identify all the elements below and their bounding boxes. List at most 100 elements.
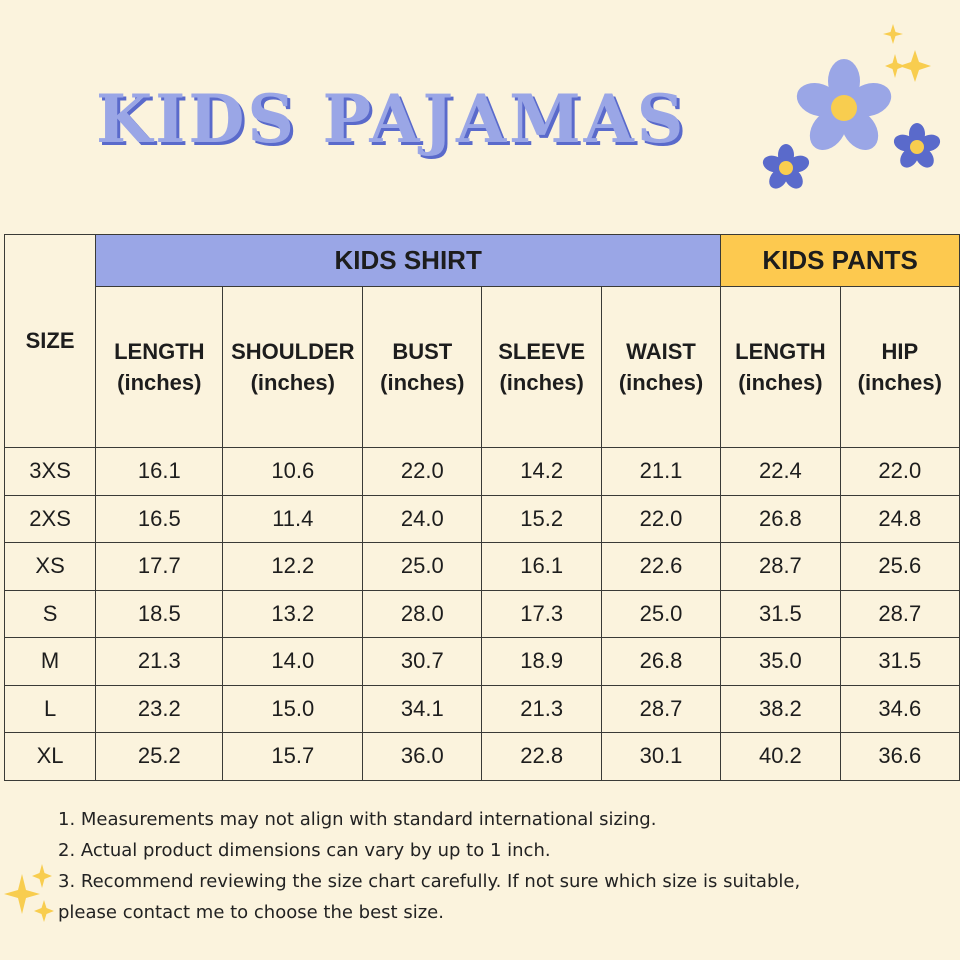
value-cell: 16.5 [95, 494, 224, 543]
column-unit: (inches) [857, 370, 942, 395]
value-cell: 16.1 [481, 542, 602, 591]
column-name: BUST [392, 339, 453, 364]
value-cell: 25.0 [600, 589, 722, 638]
column-header: SHOULDER (inches) [222, 286, 364, 448]
value-cell: 24.0 [362, 494, 483, 543]
value-cell: 30.7 [362, 637, 483, 686]
value-cell: 22.4 [720, 447, 841, 496]
value-cell: 30.1 [600, 732, 722, 781]
column-name: LENGTH [114, 339, 205, 364]
table-row: 2XS 16.5 11.4 24.0 15.2 22.0 26.8 24.8 [3, 494, 960, 543]
value-cell: 22.6 [600, 542, 722, 591]
flower-icon [796, 59, 892, 150]
size-chart-table: SIZE KIDS SHIRT KIDS PANTS LENGTH (inches… [3, 234, 960, 781]
value-cell: 15.2 [481, 494, 602, 543]
value-cell: 10.6 [222, 447, 364, 496]
column-unit: (inches) [117, 370, 202, 395]
flower-icon [893, 123, 941, 168]
size-cell: 2XS [3, 494, 97, 543]
column-header: LENGTH (inches) [720, 286, 841, 448]
note-3: 3. Recommend reviewing the size chart ca… [58, 871, 801, 892]
flower-decoration [762, 24, 941, 189]
table-row: 3XS 16.1 10.6 22.0 14.2 21.1 22.4 22.0 [3, 447, 960, 496]
column-header: HIP (inches) [839, 286, 960, 448]
column-name: WAIST [626, 339, 696, 364]
value-cell: 26.8 [720, 494, 841, 543]
value-cell: 15.7 [222, 732, 364, 781]
value-cell: 18.9 [481, 637, 602, 686]
flower-icon [762, 144, 810, 189]
size-cell: XS [3, 542, 97, 591]
column-unit: (inches) [618, 370, 704, 395]
value-cell: 18.5 [95, 589, 224, 638]
value-cell: 22.8 [481, 732, 602, 781]
value-cell: 17.7 [95, 542, 224, 591]
table-row: XS 17.7 12.2 25.0 16.1 22.6 28.7 25.6 [3, 542, 960, 591]
table-row: S 18.5 13.2 28.0 17.3 25.0 31.5 28.7 [3, 589, 960, 638]
table-row: M 21.3 14.0 30.7 18.9 26.8 35.0 31.5 [3, 637, 960, 686]
column-header: LENGTH (inches) [95, 286, 224, 448]
value-cell: 36.0 [362, 732, 483, 781]
value-cell: 34.1 [362, 684, 483, 733]
notes: 1. Measurements may not align with stand… [58, 804, 800, 928]
value-cell: 25.6 [839, 542, 960, 591]
size-cell: XL [3, 732, 97, 781]
sparkle-icon [4, 864, 54, 922]
table-row: L 23.2 15.0 34.1 21.3 28.7 38.2 34.6 [3, 684, 960, 733]
value-cell: 21.1 [600, 447, 722, 496]
column-unit: (inches) [380, 370, 465, 395]
table-row: XL 25.2 15.7 36.0 22.8 30.1 40.2 36.6 [3, 732, 960, 781]
value-cell: 22.0 [839, 447, 960, 496]
value-cell: 28.0 [362, 589, 483, 638]
value-cell: 28.7 [600, 684, 722, 733]
size-cell: 3XS [3, 447, 97, 496]
value-cell: 22.0 [362, 447, 483, 496]
value-cell: 31.5 [839, 637, 960, 686]
value-cell: 36.6 [839, 732, 960, 781]
column-unit: (inches) [499, 370, 584, 395]
column-header: WAIST (inches) [600, 286, 722, 448]
column-header: SLEEVE (inches) [481, 286, 602, 448]
column-unit: (inches) [738, 370, 823, 395]
page-title: KIDS PAJAMAS [96, 80, 687, 158]
value-cell: 35.0 [720, 637, 841, 686]
value-cell: 16.1 [95, 447, 224, 496]
value-cell: 31.5 [720, 589, 841, 638]
value-cell: 15.0 [222, 684, 364, 733]
value-cell: 21.3 [481, 684, 602, 733]
value-cell: 24.8 [839, 494, 960, 543]
column-name: LENGTH [735, 339, 826, 364]
value-cell: 14.2 [481, 447, 602, 496]
value-cell: 25.2 [95, 732, 224, 781]
size-header: SIZE [3, 234, 97, 448]
sparkle-icon [883, 24, 931, 82]
value-cell: 11.4 [222, 494, 364, 543]
value-cell: 21.3 [95, 637, 224, 686]
column-name: SLEEVE [498, 339, 586, 364]
value-cell: 28.7 [839, 589, 960, 638]
value-cell: 40.2 [720, 732, 841, 781]
kids-shirt-header: KIDS SHIRT [95, 234, 722, 287]
column-unit: (inches) [250, 370, 335, 395]
value-cell: 12.2 [222, 542, 364, 591]
note-2: 2. Actual product dimensions can vary by… [58, 840, 551, 861]
column-header: BUST (inches) [362, 286, 483, 448]
value-cell: 34.6 [839, 684, 960, 733]
value-cell: 22.0 [600, 494, 722, 543]
kids-pants-header: KIDS PANTS [720, 234, 960, 287]
note-3-continued: please contact me to choose the best siz… [58, 902, 444, 923]
value-cell: 25.0 [362, 542, 483, 591]
size-cell: L [3, 684, 97, 733]
value-cell: 13.2 [222, 589, 364, 638]
column-name: SHOULDER [231, 339, 355, 364]
value-cell: 38.2 [720, 684, 841, 733]
value-cell: 26.8 [600, 637, 722, 686]
value-cell: 23.2 [95, 684, 224, 733]
value-cell: 14.0 [222, 637, 364, 686]
size-cell: M [3, 637, 97, 686]
value-cell: 17.3 [481, 589, 602, 638]
note-1: 1. Measurements may not align with stand… [58, 809, 657, 830]
size-cell: S [3, 589, 97, 638]
column-name: HIP [881, 339, 919, 364]
value-cell: 28.7 [720, 542, 841, 591]
